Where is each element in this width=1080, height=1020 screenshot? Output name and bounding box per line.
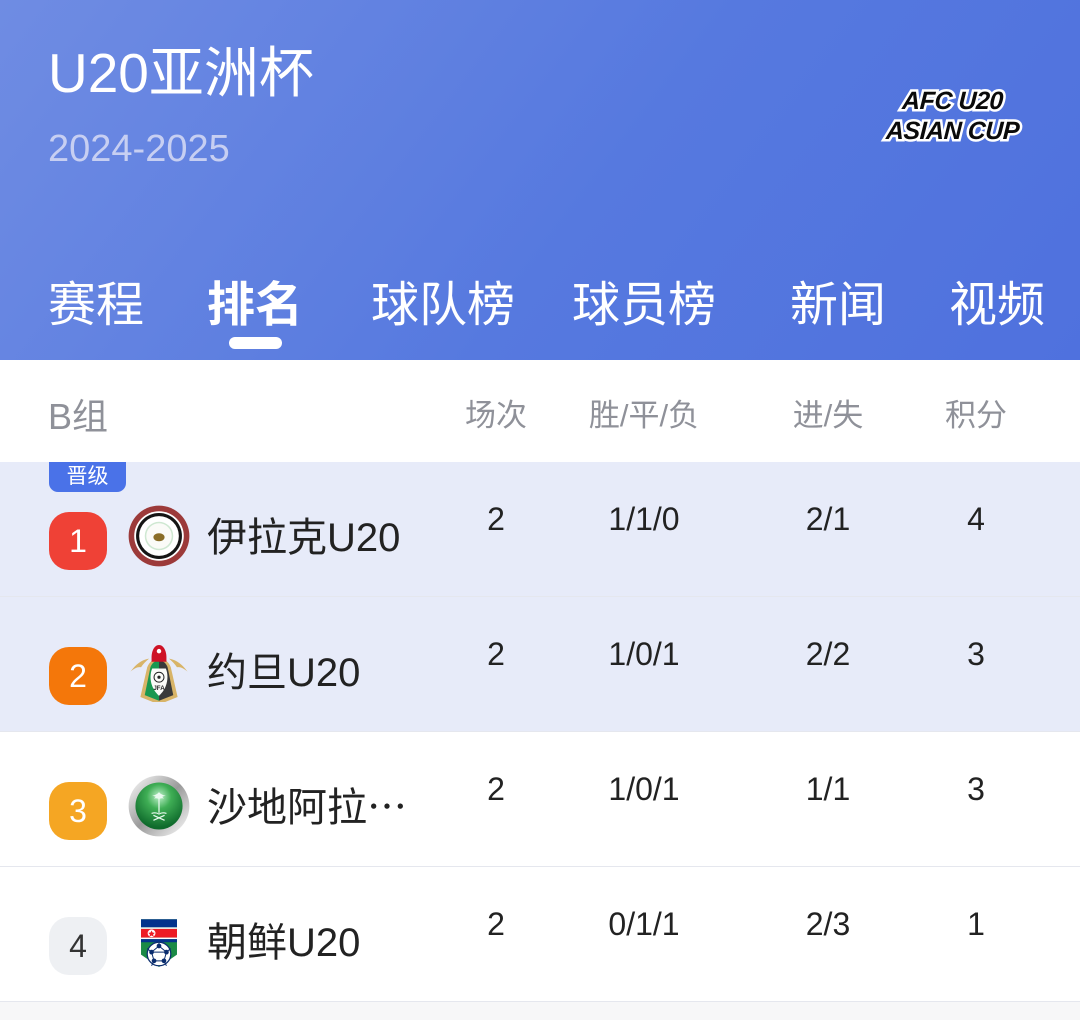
svg-text:JFA: JFA [153, 685, 165, 692]
